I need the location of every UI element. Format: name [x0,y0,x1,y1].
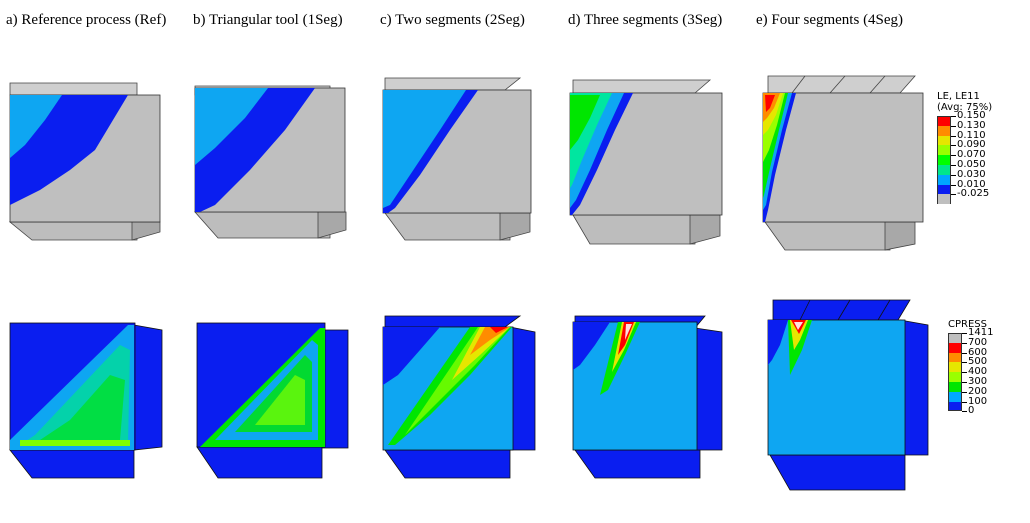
strain-legend-level: 0.030 [937,169,992,185]
strain-legend-swatch [937,164,951,175]
pressure-legend-swatch [948,401,962,412]
pressure-legend-label: 400 [968,366,988,378]
strain-legend-tick [951,194,956,196]
pressure-legend-level: 300 [948,376,987,392]
pressure-legend-swatch [948,362,962,373]
strain-legend-swatch [937,125,951,136]
strain-legend-title: LE, LE11 [937,91,980,102]
pressure-legend-label: 600 [968,346,988,358]
strain-legend-tick [951,155,956,157]
strain-legend-tick [951,125,956,127]
strain-legend-swatch [937,145,951,156]
pressure-legend-label: 500 [968,356,988,368]
pressure-legend-level: 200 [948,386,987,402]
pressure-legend-level: 400 [948,367,987,382]
strain-legend-level: 0.050 [937,159,992,175]
strain-legend-label: 0.110 [957,129,986,141]
strain-legend-label: 0.150 [957,110,986,121]
pressure-legend-level: 600 [948,347,987,363]
strain-legend-label: 0.070 [957,149,986,161]
strain-legend-label: 0.030 [957,168,986,180]
strain-legend-tick [951,145,956,147]
strain-legend-label: -0.025 [957,188,990,200]
strain-legend-level: 0.070 [937,150,992,165]
strain-legend-label: 0.130 [957,119,986,131]
pressure-panel-d [572,315,723,479]
pressure-panel-c [382,315,536,479]
strain-legend-label: 0.090 [957,139,986,151]
pressure-legend-swatch [948,342,962,353]
strain-panel-c [382,77,532,241]
pressure-panel-e [767,299,929,491]
pressure-legend-tick [962,362,967,364]
strain-legend-swatch [937,184,951,195]
pressure-legend-swatch [948,352,962,363]
pressure-legend-label: 1411 [968,327,994,338]
pressure-legend-tick [962,381,967,383]
pressure-legend-swatch [948,391,962,402]
pressure-legend-title: CPRESS [948,319,987,330]
strain-legend-level: 0.010 [937,179,992,195]
pressure-panel-b [196,322,349,479]
strain-legend-tick [951,116,956,117]
pressure-legend-tick [962,372,967,374]
panel-title-c: c) Two segments (2Seg) [380,12,525,28]
strain-legend-label: 0.050 [957,158,986,170]
strain-legend-tick [951,164,956,166]
pressure-legend-label: 0 [968,405,975,417]
strain-legend-level: 0.130 [937,120,992,136]
strain-legend-level: 0.150 [937,111,992,126]
strain-legend-swatch [937,174,951,185]
pressure-legend-label: 700 [968,336,988,348]
strain-legend-swatch [937,135,951,146]
strain-legend-swatch [937,194,951,205]
strain-legend-label: 0.010 [957,178,986,190]
panel-title-e: e) Four segments (4Seg) [756,12,904,28]
pressure-legend: CPRESS 1411 700 600 500 400 300 200 100 0 [948,319,993,421]
strain-legend-level: 0.110 [937,130,992,146]
strain-panel-d [569,79,723,245]
pressure-legend-label: 300 [968,375,988,387]
strain-panel-a [8,82,161,241]
pressure-panel-a [9,322,163,479]
pressure-legend-swatch [948,372,962,382]
panel-title-d: d) Three segments (3Seg) [568,12,723,28]
strain-legend: LE, LE11 (Avg: 75%) 0.150 0.130 0.110 0.090… [937,91,993,205]
pressure-legend-tick [962,391,967,393]
pressure-legend-tick [962,411,967,413]
pressure-legend-tick [962,342,967,344]
strain-legend-level: 0.090 [937,140,992,156]
strain-legend-tick [951,174,956,176]
strain-legend-tick [951,135,956,137]
pressure-legend-tick [962,352,967,354]
strain-legend-swatch [937,155,951,165]
pressure-legend-swatch [948,333,962,343]
pressure-legend-level: 1411 [948,328,993,343]
pressure-legend-tick [962,333,967,334]
strain-panel-e [762,75,924,251]
strain-panel-b [194,85,347,239]
pressure-legend-swatch [948,381,962,392]
pressure-legend-level: 100 [948,396,987,412]
pressure-legend-level: 700 [948,337,987,353]
pressure-legend-swatch [948,411,962,421]
strain-legend-tick [951,184,956,186]
panel-title-a: a) Reference process (Ref) [6,12,167,28]
strain-legend-swatch [937,116,951,126]
strain-legend-level: -0.025 [937,189,992,205]
panel-title-b: b) Triangular tool (1Seg) [193,12,343,28]
pressure-legend-label: 200 [968,385,988,397]
pressure-legend-tick [962,401,967,403]
pressure-legend-level: 500 [948,357,987,373]
pressure-legend-label: 100 [968,395,988,407]
strain-legend-subtitle: (Avg: 75%) [937,102,993,113]
pressure-legend-level: 0 [948,406,987,421]
